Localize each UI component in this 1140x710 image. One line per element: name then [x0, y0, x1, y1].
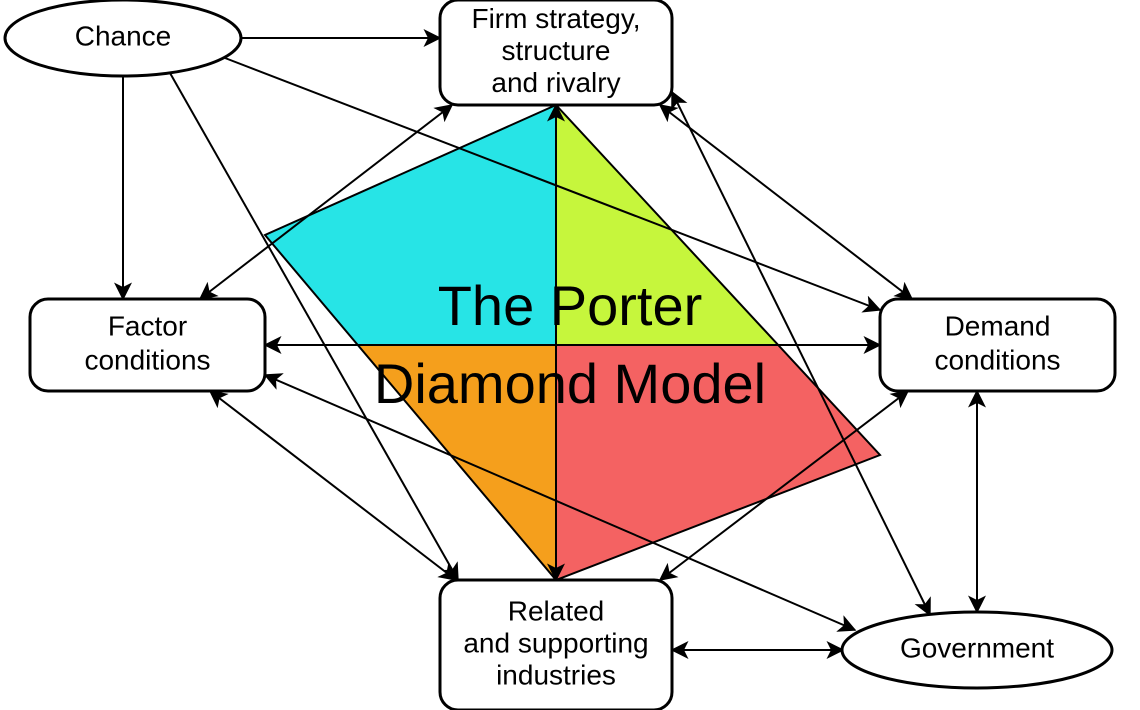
node-factor: Factorconditions — [30, 299, 265, 391]
node-government-label: Government — [900, 632, 1054, 663]
node-factor-label-line-1: conditions — [84, 344, 210, 375]
node-government: Government — [842, 612, 1112, 688]
node-related-label-line-1: and supporting — [463, 627, 648, 658]
node-demand-label-line-1: conditions — [934, 344, 1060, 375]
porter-diamond-diagram: Chance Firm strategy,structureand rivalry… — [0, 0, 1140, 710]
node-firm-label-line-0: Firm strategy, — [471, 3, 640, 34]
node-demand: Demandconditions — [880, 299, 1115, 391]
node-firm-label-line-1: structure — [502, 35, 611, 66]
edge-factor-related — [210, 391, 456, 580]
node-related-label-line-0: Related — [508, 595, 605, 626]
node-firm: Firm strategy,structureand rivalry — [440, 0, 672, 105]
node-factor-label-line-0: Factor — [108, 310, 187, 341]
title-line-1: The Porter — [438, 274, 703, 337]
node-firm-label-line-2: and rivalry — [491, 67, 620, 98]
node-demand-label-line-0: Demand — [945, 310, 1051, 341]
node-related-label-line-2: industries — [496, 659, 616, 690]
title-line-2: Diamond Model — [374, 352, 766, 415]
node-chance-label: Chance — [75, 20, 172, 51]
node-related: Relatedand supportingindustries — [440, 580, 672, 710]
node-chance: Chance — [5, 0, 241, 76]
